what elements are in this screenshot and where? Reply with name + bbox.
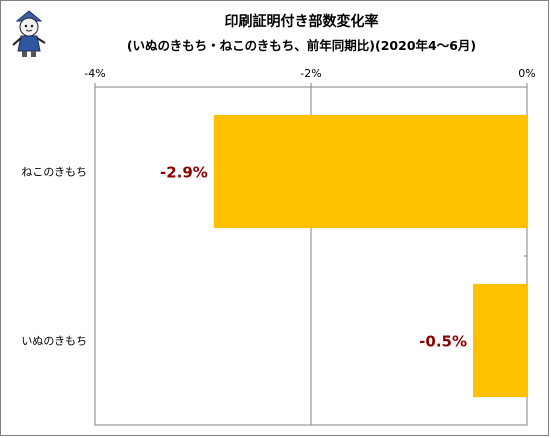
category-label: ねこのきもち [21, 166, 87, 179]
x-tick-label: -4% [84, 67, 105, 80]
chart-subtitle: (いぬのきもち・ねこのきもち、前年同期比)(2020年4～6月) [126, 38, 477, 53]
chart-title: 印刷証明付き部数変化率 [224, 14, 379, 30]
mascot-icon [12, 10, 46, 57]
data-label: -0.5% [419, 333, 467, 351]
x-tick-label: 0% [518, 67, 535, 80]
bar [473, 283, 527, 398]
bar [213, 114, 528, 229]
x-tick-label: -2% [300, 67, 321, 80]
category-label: いぬのきもち [21, 335, 87, 348]
data-label: -2.9% [160, 164, 208, 182]
